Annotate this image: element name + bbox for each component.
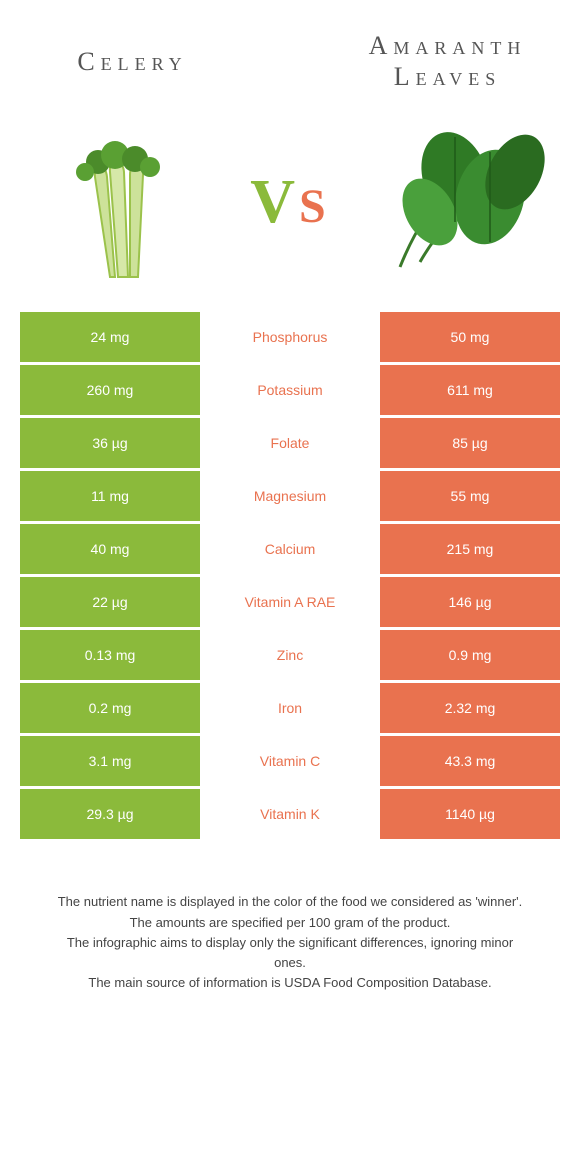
right-value: 146 µg	[380, 577, 560, 627]
left-value: 24 mg	[20, 312, 200, 362]
images-row: VS	[20, 102, 560, 312]
footer-line: The main source of information is USDA F…	[50, 973, 530, 993]
nutrient-label: Phosphorus	[200, 312, 380, 362]
right-value: 215 mg	[380, 524, 560, 574]
left-value: 260 mg	[20, 365, 200, 415]
left-value: 40 mg	[20, 524, 200, 574]
nutrient-label: Iron	[200, 683, 380, 733]
left-value: 0.2 mg	[20, 683, 200, 733]
title-row: Celery Amaranth Leaves	[20, 0, 560, 102]
nutrient-label: Folate	[200, 418, 380, 468]
left-value: 36 µg	[20, 418, 200, 468]
left-title: Celery	[20, 46, 245, 77]
vs-label: VS	[250, 167, 329, 238]
infographic-container: Celery Amaranth Leaves VS	[0, 0, 580, 1023]
left-value: 11 mg	[20, 471, 200, 521]
left-value: 22 µg	[20, 577, 200, 627]
footer-line: The amounts are specified per 100 gram o…	[50, 913, 530, 933]
footer-line: The infographic aims to display only the…	[50, 933, 530, 973]
footer-notes: The nutrient name is displayed in the co…	[20, 842, 560, 1023]
table-row: 3.1 mgVitamin C43.3 mg	[20, 736, 560, 786]
right-value: 2.32 mg	[380, 683, 560, 733]
nutrient-label: Calcium	[200, 524, 380, 574]
right-value: 1140 µg	[380, 789, 560, 839]
table-row: 0.2 mgIron2.32 mg	[20, 683, 560, 733]
celery-image	[20, 117, 210, 287]
vs-s: S	[299, 179, 330, 234]
left-value: 29.3 µg	[20, 789, 200, 839]
vs-v: V	[250, 167, 299, 238]
nutrient-label: Potassium	[200, 365, 380, 415]
nutrient-label: Magnesium	[200, 471, 380, 521]
amaranth-image	[370, 117, 560, 287]
nutrient-label: Vitamin A RAE	[200, 577, 380, 627]
nutrient-table: 24 mgPhosphorus50 mg260 mgPotassium611 m…	[20, 312, 560, 839]
left-value: 0.13 mg	[20, 630, 200, 680]
table-row: 22 µgVitamin A RAE146 µg	[20, 577, 560, 627]
table-row: 36 µgFolate85 µg	[20, 418, 560, 468]
nutrient-label: Vitamin K	[200, 789, 380, 839]
table-row: 40 mgCalcium215 mg	[20, 524, 560, 574]
right-value: 43.3 mg	[380, 736, 560, 786]
left-value: 3.1 mg	[20, 736, 200, 786]
table-row: 260 mgPotassium611 mg	[20, 365, 560, 415]
table-row: 0.13 mgZinc0.9 mg	[20, 630, 560, 680]
footer-line: The nutrient name is displayed in the co…	[50, 892, 530, 912]
right-value: 85 µg	[380, 418, 560, 468]
right-title: Amaranth Leaves	[335, 30, 560, 92]
right-value: 611 mg	[380, 365, 560, 415]
nutrient-label: Vitamin C	[200, 736, 380, 786]
right-value: 50 mg	[380, 312, 560, 362]
table-row: 24 mgPhosphorus50 mg	[20, 312, 560, 362]
nutrient-label: Zinc	[200, 630, 380, 680]
right-value: 0.9 mg	[380, 630, 560, 680]
table-row: 29.3 µgVitamin K1140 µg	[20, 789, 560, 839]
right-value: 55 mg	[380, 471, 560, 521]
table-row: 11 mgMagnesium55 mg	[20, 471, 560, 521]
